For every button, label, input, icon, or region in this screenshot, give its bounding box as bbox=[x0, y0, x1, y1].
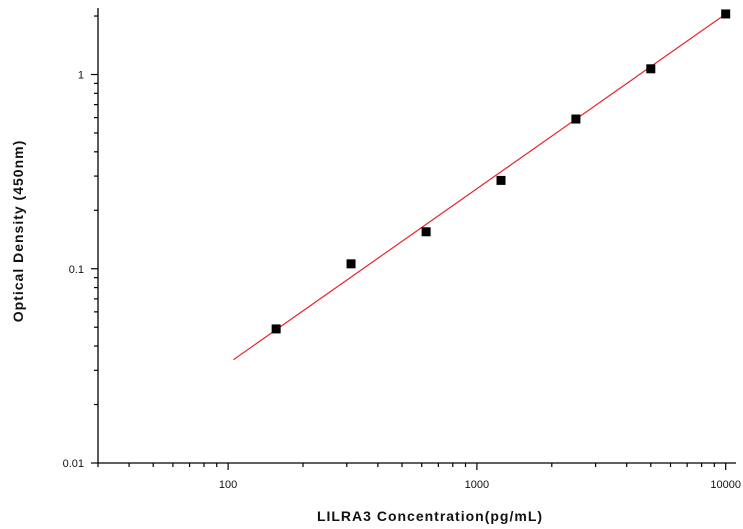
fit-line-group bbox=[233, 13, 727, 361]
fit-line bbox=[233, 13, 727, 361]
data-point bbox=[421, 227, 431, 237]
x-axis-ticks: 100 1000 10000 bbox=[97, 463, 741, 491]
plot-area: 100 1000 10000 0.01 0.1 1 bbox=[63, 8, 741, 491]
x-tick-label: 10000 bbox=[710, 479, 741, 491]
y-tick-label: 0.01 bbox=[63, 458, 84, 470]
x-tick-label: 1000 bbox=[465, 479, 489, 491]
y-tick-label: 0.1 bbox=[69, 264, 84, 276]
data-point bbox=[346, 259, 356, 269]
x-tick-label: 100 bbox=[219, 479, 237, 491]
data-point bbox=[271, 324, 281, 334]
data-point bbox=[571, 114, 581, 124]
data-point bbox=[496, 175, 506, 185]
data-points bbox=[271, 9, 731, 334]
y-axis-title: Optical Density (450nm) bbox=[10, 140, 26, 323]
x-axis-title: LILRA3 Concentration(pg/mL) bbox=[317, 508, 543, 524]
data-point bbox=[646, 64, 656, 74]
y-axis-ticks: 0.01 0.1 1 bbox=[63, 15, 98, 470]
data-point bbox=[721, 9, 731, 19]
y-tick-label: 1 bbox=[78, 70, 84, 82]
